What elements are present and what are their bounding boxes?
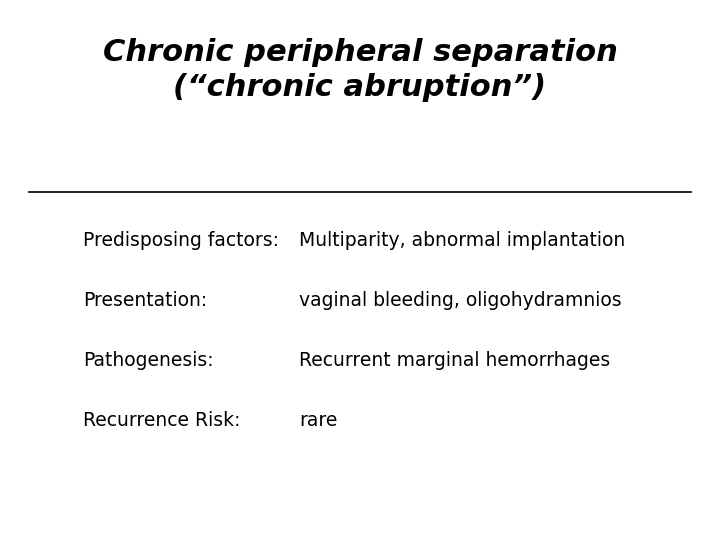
Text: Recurrence Risk:: Recurrence Risk:: [83, 410, 240, 430]
Text: Predisposing factors:: Predisposing factors:: [83, 231, 279, 250]
Text: Chronic peripheral separation
(“chronic abruption”): Chronic peripheral separation (“chronic …: [102, 38, 618, 102]
Text: Presentation:: Presentation:: [83, 291, 207, 310]
Text: Multiparity, abnormal implantation: Multiparity, abnormal implantation: [299, 231, 625, 250]
Text: vaginal bleeding, oligohydramnios: vaginal bleeding, oligohydramnios: [299, 291, 621, 310]
Text: rare: rare: [299, 410, 337, 430]
Text: Recurrent marginal hemorrhages: Recurrent marginal hemorrhages: [299, 351, 610, 370]
Text: Pathogenesis:: Pathogenesis:: [83, 351, 213, 370]
